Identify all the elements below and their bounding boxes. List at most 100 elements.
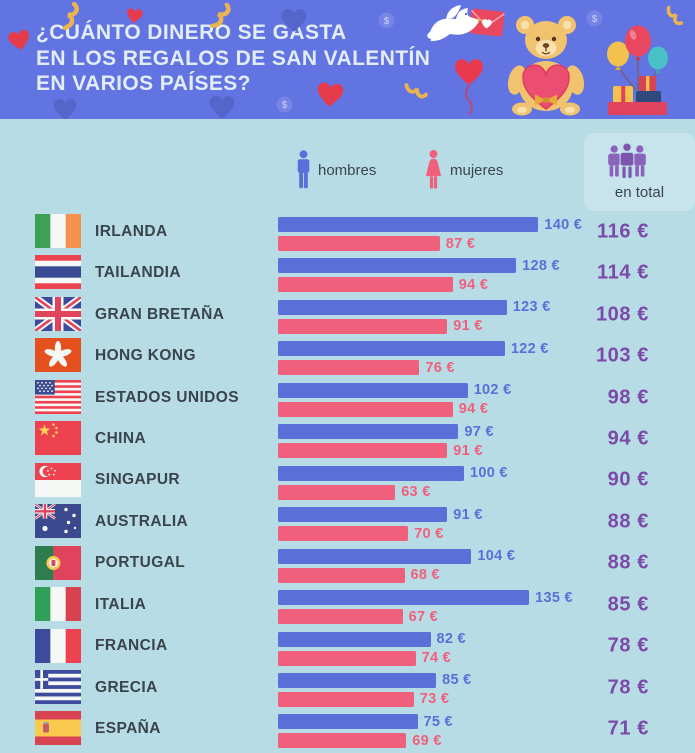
country-row: ESTADOS UNIDOS 102 € 94 € 98 €	[0, 377, 695, 418]
women-value-label: 69 €	[412, 732, 442, 749]
flag-uk-icon	[35, 296, 81, 331]
men-bar	[278, 714, 418, 730]
men-bar	[278, 465, 464, 481]
men-bar	[278, 672, 437, 688]
women-value-label: 91 €	[453, 442, 483, 459]
men-bar	[278, 507, 448, 523]
teddy-bear-with-heart-icon	[505, 12, 587, 116]
women-value-label: 94 €	[458, 401, 489, 418]
men-value-label: 135 €	[535, 589, 573, 606]
flag-usa-icon	[35, 379, 81, 414]
country-name: PORTUGAL	[95, 554, 186, 572]
women-bar	[278, 691, 414, 707]
gold-streamer-icon	[60, 2, 84, 30]
red-heart-icon	[6, 28, 33, 53]
flag-italy-icon	[35, 587, 81, 622]
women-bar	[278, 650, 416, 666]
country-row: ESPAÑA 75 € 69 € 71 €	[0, 708, 695, 749]
men-bar	[278, 217, 539, 232]
heart-balloon-icon	[452, 58, 486, 116]
men-value-label: 104 €	[477, 548, 516, 565]
country-bars: 100 € 63 €	[278, 460, 695, 501]
men-bar	[278, 382, 468, 398]
women-value-label: 87 €	[445, 235, 476, 252]
total-value: 78 €	[607, 634, 649, 657]
men-bar	[278, 548, 472, 564]
country-bars: 104 € 68 €	[278, 543, 695, 584]
men-bar	[278, 424, 459, 440]
flag-france-icon	[35, 628, 81, 663]
men-bar	[278, 299, 507, 315]
total-value: 71 €	[607, 717, 649, 740]
country-bars: 97 € 91 €	[278, 418, 695, 459]
country-bars: 123 € 91 €	[278, 294, 695, 335]
page-title: ¿CUÁNTO DINERO SE GASTA EN LOS REGALOS D…	[36, 20, 430, 97]
svg-text:$: $	[282, 100, 288, 111]
flag-ireland-icon	[35, 214, 81, 248]
balloons-and-gifts-icon	[605, 14, 671, 116]
women-value-label: 68 €	[410, 567, 440, 584]
men-bar	[278, 258, 517, 274]
women-value-label: 67 €	[408, 608, 439, 625]
total-value: 78 €	[607, 676, 649, 699]
country-name: HONG KONG	[95, 347, 196, 365]
country-bars: 82 € 74 €	[278, 626, 695, 667]
total-value: 98 €	[607, 386, 649, 409]
total-value: 90 €	[607, 468, 649, 491]
women-bar	[278, 609, 403, 625]
country-bars: 122 € 76 €	[278, 335, 695, 376]
gold-streamer-icon	[207, 0, 237, 32]
country-name: ITALIA	[95, 595, 147, 613]
country-name: IRLANDA	[95, 222, 168, 240]
gold-streamer-icon	[403, 80, 429, 104]
country-bars: 135 € 67 €	[278, 584, 695, 625]
country-row: HONG KONG 122 € 76 € 103 €	[0, 335, 695, 376]
country-row: TAILANDIA 128 € 94 € 114 €	[0, 252, 695, 293]
women-bar	[278, 401, 453, 417]
women-bar	[278, 277, 453, 293]
dollar-coin-icon: $	[276, 96, 293, 113]
women-bar	[278, 360, 420, 376]
women-value-label: 91 €	[453, 318, 483, 335]
gold-streamer-icon	[659, 3, 688, 31]
country-row: ITALIA 135 € 67 € 85 €	[0, 584, 695, 625]
women-value-label: 73 €	[419, 691, 450, 708]
country-name: CHINA	[95, 429, 147, 447]
header: ¿CUÁNTO DINERO SE GASTA EN LOS REGALOS D…	[0, 0, 695, 119]
women-bar	[278, 484, 396, 500]
country-row: PORTUGAL 104 € 68 € 88 €	[0, 543, 695, 584]
women-value-label: 76 €	[425, 359, 455, 376]
total-value: 103 €	[595, 344, 649, 367]
title-line-3: EN VARIOS PAÍSES?	[36, 72, 251, 95]
country-name: GRAN BRETAÑA	[95, 305, 225, 323]
country-bars: 140 € 87 €	[278, 211, 695, 252]
title-line-1: ¿CUÁNTO DINERO SE GASTA	[36, 21, 347, 44]
flag-china-icon	[35, 421, 81, 456]
country-bars: 102 € 94 €	[278, 377, 695, 418]
women-bar	[278, 567, 405, 583]
country-bars: 85 € 73 €	[278, 667, 695, 708]
total-value: 85 €	[607, 593, 649, 616]
total-value: 114 €	[597, 261, 649, 284]
country-row: SINGAPUR 100 € 63 € 90 €	[0, 460, 695, 501]
total-value: 116 €	[597, 220, 649, 243]
men-value-label: 122 €	[510, 340, 549, 357]
svg-text:$: $	[592, 14, 598, 25]
country-name: SINGAPUR	[95, 471, 181, 489]
country-bars: 128 € 94 €	[278, 252, 695, 293]
country-row: CHINA 97 € 91 € 94 €	[0, 418, 695, 459]
men-value-label: 128 €	[522, 257, 560, 274]
country-row: IRLANDA 140 € 87 € 116 €	[0, 211, 695, 252]
women-value-label: 63 €	[401, 484, 431, 501]
women-legend-label: mujeres	[450, 162, 504, 179]
dark-heart-icon	[208, 95, 236, 119]
men-legend-label: hombres	[318, 162, 377, 179]
men-value-label: 97 €	[464, 423, 494, 440]
men-bar	[278, 631, 431, 647]
flag-greece-icon	[35, 669, 81, 704]
men-value-label: 100 €	[470, 465, 508, 482]
red-heart-icon	[315, 81, 346, 110]
women-bar	[278, 318, 448, 334]
country-bars: 91 € 70 €	[278, 501, 695, 542]
